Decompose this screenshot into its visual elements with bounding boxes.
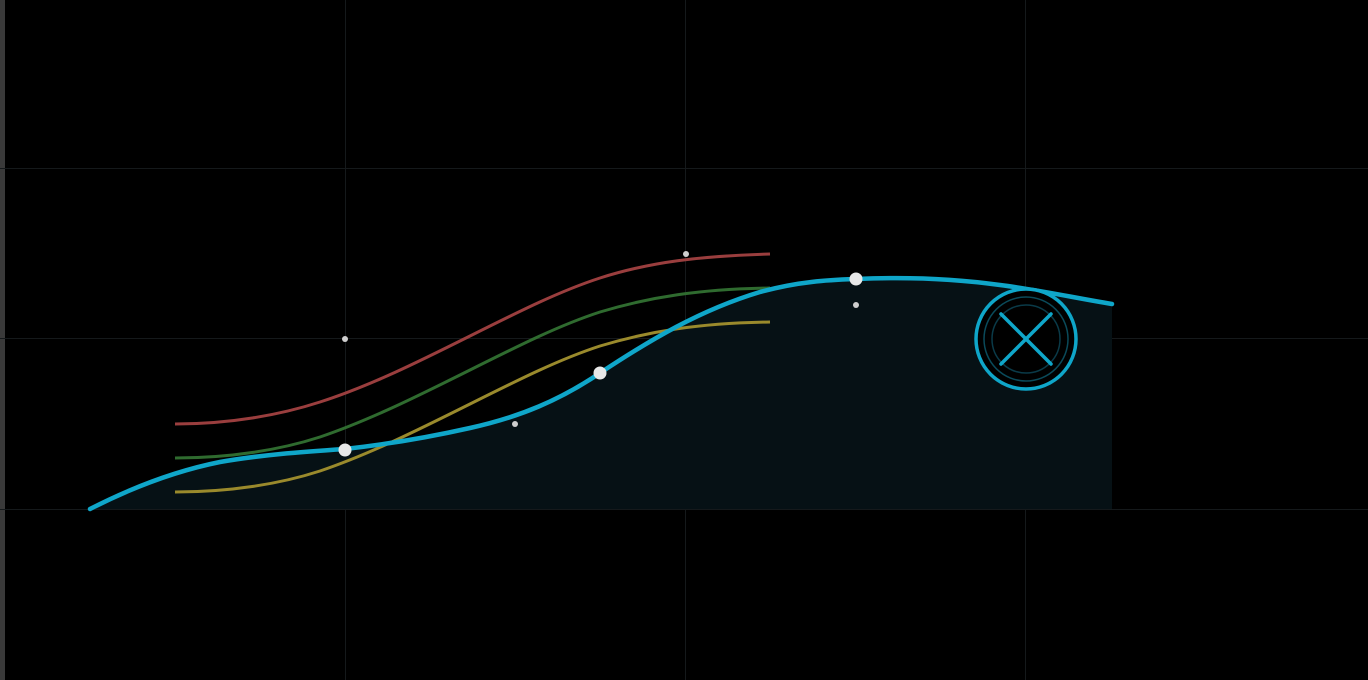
control-point[interactable] (593, 366, 607, 380)
reference-curve-red (174, 252, 771, 426)
tangent-handle[interactable] (512, 421, 518, 427)
panel-edge (0, 0, 5, 680)
tangent-handle[interactable] (853, 302, 859, 308)
control-point[interactable] (849, 272, 863, 286)
target-x-icon[interactable] (974, 287, 1078, 391)
control-point[interactable] (338, 443, 352, 457)
target-inner-ring (991, 304, 1061, 374)
reference-curve-green (174, 286, 771, 460)
tangent-handle[interactable] (683, 251, 689, 257)
reference-curve-yellow (174, 320, 771, 494)
tangent-handle[interactable] (342, 336, 348, 342)
target-x-stroke (999, 312, 1053, 366)
target-mid-ring (983, 296, 1069, 382)
